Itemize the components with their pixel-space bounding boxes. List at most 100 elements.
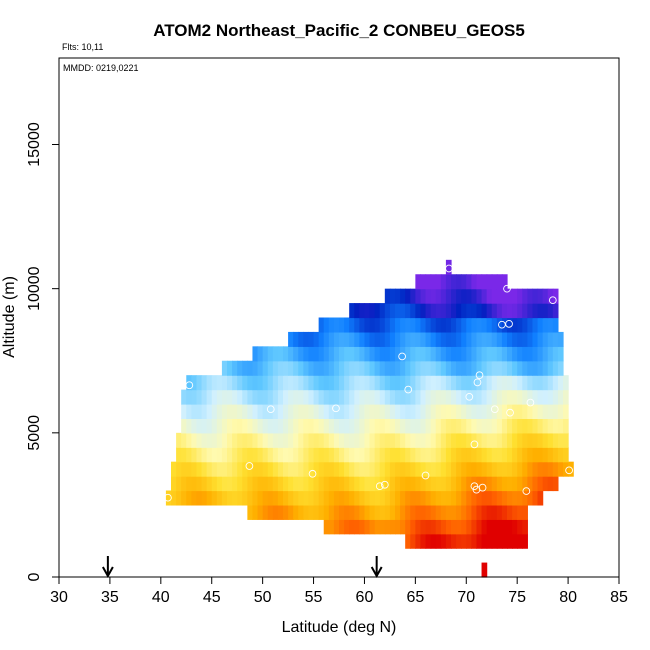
x-tick-label: 30 bbox=[50, 589, 68, 606]
heatmap-cell bbox=[303, 346, 310, 362]
heatmap-cell bbox=[476, 274, 483, 290]
heatmap-cell bbox=[369, 447, 376, 463]
heatmap-cell bbox=[339, 404, 345, 420]
heatmap-cell bbox=[369, 331, 376, 347]
heatmap-cell bbox=[364, 418, 371, 434]
heatmap-cell bbox=[171, 461, 177, 477]
observation-point bbox=[472, 485, 481, 494]
heatmap-cell bbox=[313, 331, 320, 347]
heatmap-cell bbox=[313, 360, 320, 376]
heatmap-cell bbox=[507, 331, 513, 347]
heatmap-cell bbox=[395, 317, 401, 333]
heatmap-cell bbox=[476, 331, 483, 347]
heatmap-cell bbox=[420, 490, 427, 506]
heatmap-cell bbox=[359, 346, 366, 362]
heatmap-cell bbox=[384, 447, 391, 463]
heatmap-cell bbox=[221, 360, 228, 376]
heatmap-cell bbox=[445, 346, 452, 362]
heatmap-cell bbox=[420, 404, 427, 420]
heatmap-cell bbox=[430, 288, 437, 304]
heatmap-cell bbox=[206, 375, 213, 391]
heatmap-cell bbox=[191, 490, 198, 506]
heatmap-cell bbox=[501, 519, 508, 535]
observation-point bbox=[308, 469, 317, 478]
heatmap-cell bbox=[425, 404, 432, 420]
observation-point bbox=[565, 466, 573, 475]
heatmap-cell bbox=[410, 519, 416, 535]
heatmap-cell bbox=[196, 418, 203, 434]
heatmap-cell bbox=[232, 476, 238, 492]
heatmap-cell bbox=[227, 447, 233, 463]
heatmap-cell bbox=[313, 461, 320, 477]
heatmap-cell bbox=[466, 317, 472, 333]
heatmap-cell bbox=[395, 331, 401, 347]
heatmap-cell bbox=[328, 432, 335, 448]
heatmap-cell bbox=[374, 317, 381, 333]
heatmap-cell bbox=[557, 360, 564, 376]
heatmap-cell bbox=[456, 346, 462, 362]
heatmap-cell bbox=[339, 389, 345, 405]
heatmap-cell bbox=[512, 432, 518, 448]
heatmap-cell bbox=[364, 360, 371, 376]
heatmap-cell bbox=[267, 504, 274, 520]
heatmap-cell bbox=[507, 476, 513, 492]
heatmap-cell bbox=[425, 346, 432, 362]
heatmap-cell bbox=[257, 432, 264, 448]
heatmap-cell bbox=[344, 504, 350, 520]
heatmap-cell bbox=[430, 317, 437, 333]
heatmap-cell bbox=[389, 389, 396, 405]
heatmap-cell bbox=[522, 331, 528, 347]
heatmap-cell bbox=[267, 476, 274, 492]
heatmap-cell bbox=[196, 404, 203, 420]
heatmap-cell bbox=[415, 346, 422, 362]
x-tick-label: 60 bbox=[356, 589, 374, 606]
heatmap-cell bbox=[537, 288, 544, 304]
heatmap-cell bbox=[522, 519, 528, 535]
heatmap-cell bbox=[542, 331, 549, 347]
heatmap-cell bbox=[216, 461, 223, 477]
heatmap-cell bbox=[384, 346, 391, 362]
heatmap-cell bbox=[395, 504, 401, 520]
heatmap-cell bbox=[517, 317, 523, 333]
heatmap-cell bbox=[221, 432, 228, 448]
heatmap-cell bbox=[471, 432, 478, 448]
heatmap-cell bbox=[247, 404, 254, 420]
heatmap-cell bbox=[323, 461, 330, 477]
heatmap-cell bbox=[537, 389, 544, 405]
heatmap-cell bbox=[323, 418, 330, 434]
heatmap-cell bbox=[221, 375, 228, 391]
heatmap-cell bbox=[466, 331, 472, 347]
heatmap-cell bbox=[425, 317, 432, 333]
flight-marker-arrow bbox=[101, 556, 114, 579]
heatmap-cell bbox=[517, 389, 523, 405]
heatmap-cell bbox=[354, 389, 360, 405]
heatmap-cell bbox=[435, 418, 442, 434]
heatmap-cell bbox=[242, 418, 248, 434]
heatmap-cell bbox=[354, 418, 360, 434]
heatmap-cell bbox=[466, 490, 472, 506]
heatmap-cell bbox=[522, 375, 528, 391]
heatmap-cell bbox=[471, 504, 478, 520]
heatmap-cell bbox=[532, 389, 539, 405]
heatmap-cell bbox=[440, 389, 447, 405]
heatmap-cell bbox=[476, 447, 483, 463]
heatmap-cell bbox=[359, 303, 366, 319]
heatmap-cell bbox=[496, 288, 503, 304]
heatmap-cell bbox=[451, 418, 457, 434]
heatmap-cell bbox=[440, 317, 447, 333]
heatmap-cell bbox=[476, 432, 483, 448]
heatmap-cell bbox=[379, 360, 386, 376]
heatmap-cell bbox=[547, 432, 554, 448]
heatmap-cell bbox=[318, 360, 325, 376]
heatmap-cell bbox=[298, 389, 304, 405]
heatmap-cell bbox=[364, 404, 371, 420]
heatmap-cell bbox=[303, 447, 310, 463]
heatmap-cell bbox=[176, 490, 182, 506]
heatmap-cell bbox=[277, 461, 284, 477]
heatmap-cell bbox=[283, 389, 289, 405]
heatmap-cell bbox=[384, 317, 391, 333]
heatmap-cell bbox=[359, 447, 366, 463]
heatmap-cell bbox=[288, 418, 294, 434]
heatmap-cell bbox=[379, 418, 386, 434]
heatmap-cell bbox=[277, 504, 284, 520]
